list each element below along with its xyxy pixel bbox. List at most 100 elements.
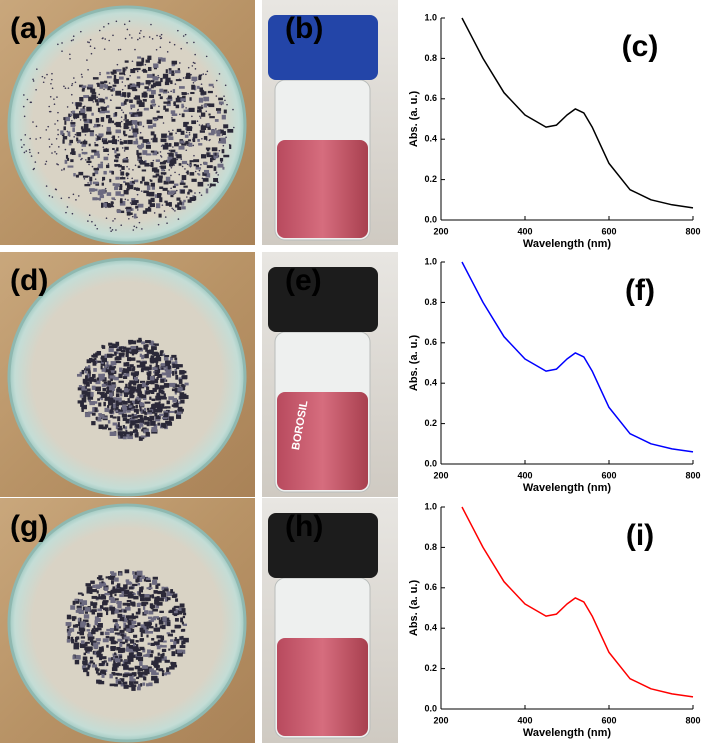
- flake: [135, 399, 138, 404]
- speck: [115, 229, 117, 231]
- flake: [144, 182, 148, 185]
- speck: [54, 103, 56, 105]
- flake: [151, 90, 156, 94]
- flake: [160, 162, 166, 165]
- flake: [163, 91, 167, 93]
- flake: [224, 110, 227, 114]
- flake: [106, 611, 108, 615]
- flake: [147, 120, 153, 124]
- x-tick-label: 600: [601, 226, 616, 236]
- flake: [139, 137, 143, 140]
- flake: [216, 108, 221, 111]
- flake: [117, 416, 120, 421]
- flake: [157, 116, 163, 119]
- flake: [180, 98, 185, 101]
- flake: [141, 341, 145, 344]
- flake: [82, 370, 85, 374]
- flake: [91, 609, 96, 612]
- flake: [149, 416, 154, 421]
- flake: [89, 119, 92, 123]
- flake: [171, 651, 175, 656]
- flake: [128, 668, 133, 671]
- speck: [87, 41, 89, 43]
- speck: [102, 125, 104, 127]
- flake: [177, 129, 182, 132]
- flake: [85, 128, 90, 132]
- flake: [182, 622, 184, 625]
- flake: [124, 134, 127, 136]
- flake: [128, 367, 131, 371]
- flake: [171, 355, 176, 358]
- flake: [86, 161, 91, 163]
- flake: [98, 164, 103, 168]
- flake: [151, 151, 154, 153]
- flake: [129, 380, 135, 384]
- flake: [130, 582, 132, 584]
- flake: [177, 650, 182, 654]
- speck: [95, 134, 97, 136]
- flake: [154, 678, 159, 683]
- flake: [180, 603, 185, 607]
- flake: [111, 580, 114, 584]
- flake: [76, 138, 78, 142]
- flake: [91, 155, 94, 159]
- flake: [105, 97, 108, 100]
- flake: [148, 631, 153, 634]
- flake: [123, 401, 128, 405]
- speck: [171, 208, 173, 210]
- speck: [108, 40, 110, 42]
- flake: [198, 76, 201, 80]
- flake: [112, 121, 114, 124]
- flake: [152, 580, 157, 585]
- flake: [171, 73, 174, 76]
- flake: [120, 194, 124, 196]
- flake: [134, 200, 138, 203]
- flake: [114, 652, 116, 654]
- flake: [208, 114, 210, 116]
- flake: [67, 158, 69, 161]
- flake: [123, 140, 127, 144]
- flake: [127, 357, 131, 361]
- speck: [160, 46, 162, 48]
- flake: [95, 387, 101, 391]
- y-tick-label: 0.0: [424, 703, 437, 713]
- speck: [110, 230, 112, 232]
- speck: [170, 187, 172, 189]
- flake: [91, 150, 96, 153]
- x-axis-label: Wavelength (nm): [523, 482, 612, 494]
- flake: [126, 172, 128, 176]
- flake: [87, 586, 93, 591]
- flake: [150, 203, 155, 207]
- speck: [213, 86, 215, 88]
- flake: [196, 167, 201, 169]
- flake: [98, 133, 103, 136]
- flake: [143, 602, 149, 605]
- speck: [207, 184, 209, 186]
- speck: [94, 142, 96, 144]
- flake: [132, 120, 137, 124]
- flake: [161, 363, 165, 366]
- flake: [166, 667, 169, 672]
- flake: [136, 640, 139, 642]
- flake: [175, 618, 179, 622]
- flake: [126, 67, 128, 69]
- flake: [132, 128, 138, 133]
- flake: [102, 358, 107, 362]
- flake: [164, 413, 168, 418]
- speck: [87, 220, 89, 222]
- flake: [119, 630, 124, 633]
- flake: [159, 214, 162, 218]
- flake: [102, 374, 105, 376]
- flake: [156, 363, 158, 368]
- speck: [46, 74, 48, 76]
- flake: [153, 662, 158, 666]
- speck: [57, 44, 59, 46]
- flake: [177, 364, 183, 367]
- speck: [91, 221, 93, 223]
- flake: [173, 641, 176, 645]
- speck: [199, 192, 201, 194]
- flake: [197, 86, 200, 89]
- flake: [90, 639, 93, 642]
- flake: [153, 590, 157, 594]
- flake: [172, 371, 174, 376]
